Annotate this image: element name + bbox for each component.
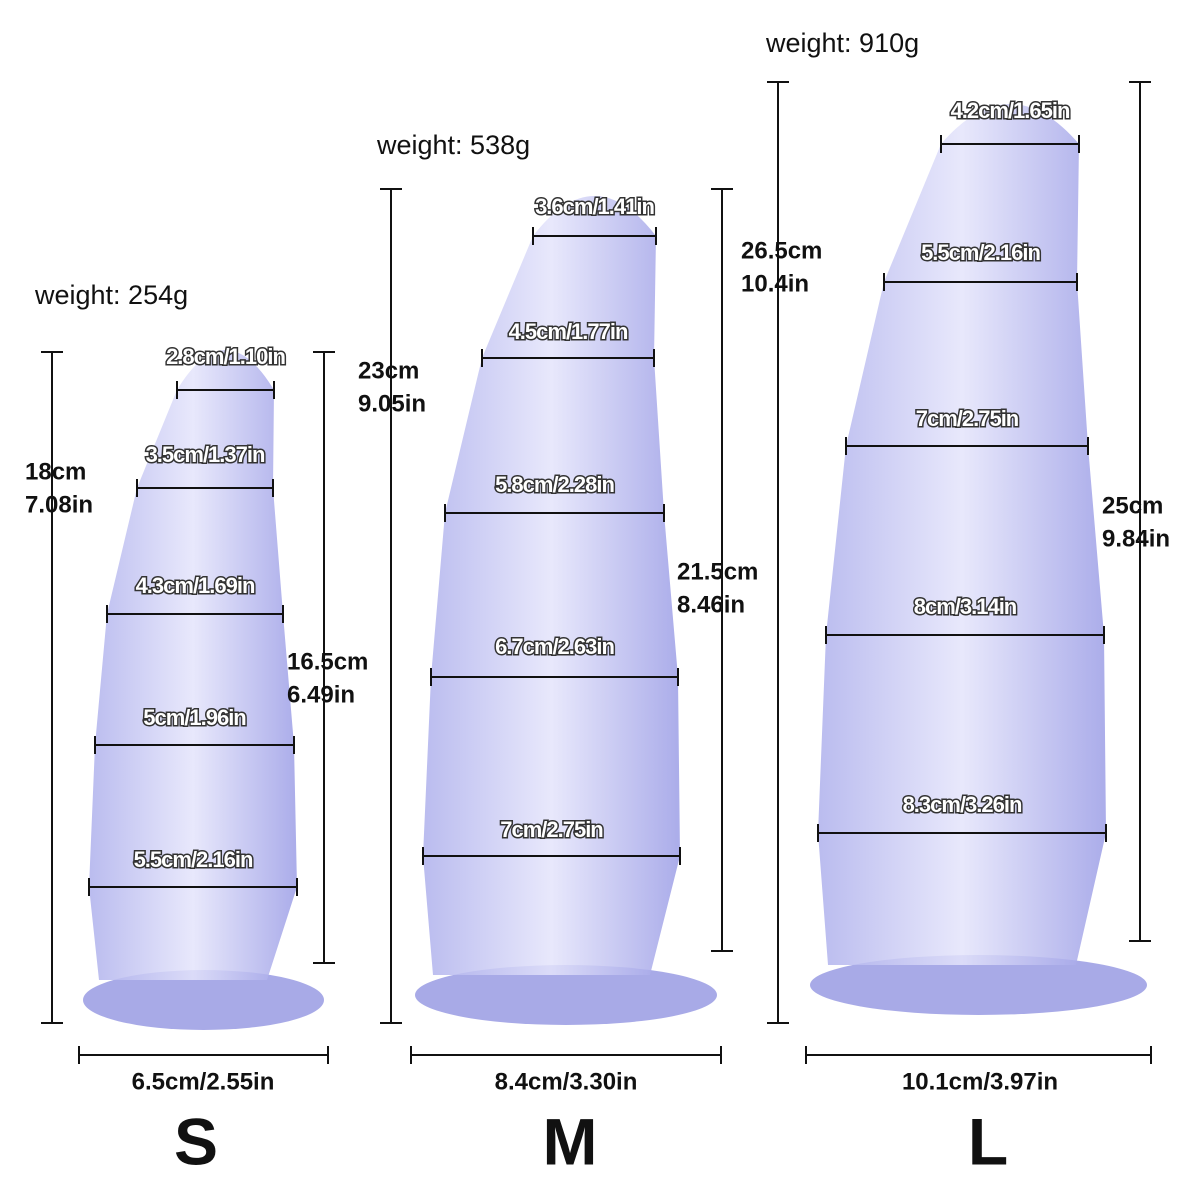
width-label: 4.3cm/1.69in: [136, 573, 255, 598]
width-label: 8.3cm/3.26in: [903, 792, 1022, 817]
total-length-cm: 18cm: [25, 458, 86, 485]
weight: weight: 910g: [765, 28, 919, 58]
size-letter: L: [968, 1104, 1008, 1178]
product-body: [89, 350, 297, 980]
base-width: 10.1cm/3.97in: [902, 1068, 1058, 1095]
total-length-cm: 26.5cm: [741, 237, 822, 264]
insertable-length-cm: 21.5cm: [677, 558, 758, 585]
total-length-cm: 23cm: [358, 357, 419, 384]
product-body: [818, 104, 1106, 965]
size-letter: S: [174, 1104, 218, 1178]
width-label: 5.5cm/2.16in: [921, 240, 1040, 265]
width-label: 3.6cm/1.41in: [535, 194, 654, 219]
base-width: 6.5cm/2.55in: [132, 1068, 275, 1095]
width-label: 5.5cm/2.16in: [134, 847, 253, 872]
width-label: 8cm/3.14in: [914, 594, 1017, 619]
width-label: 5.8cm/2.28in: [495, 472, 614, 497]
size-letter: M: [543, 1104, 598, 1178]
base-width: 8.4cm/3.30in: [495, 1068, 638, 1095]
total-length-in: 10.4in: [741, 270, 809, 297]
width-label: 6.7cm/2.63in: [495, 634, 614, 659]
insertable-length-in: 6.49in: [287, 681, 355, 708]
insertable-length-cm: 25cm: [1102, 492, 1163, 519]
total-length-in: 7.08in: [25, 491, 93, 518]
insertable-length-cm: 16.5cm: [287, 648, 368, 675]
product-base: [83, 970, 324, 1030]
width-label: 3.5cm/1.37in: [146, 442, 265, 467]
width-label: 7cm/2.75in: [500, 817, 603, 842]
insertable-length-in: 9.84in: [1102, 525, 1170, 552]
total-length-in: 9.05in: [358, 390, 426, 417]
weight: weight: 538g: [376, 130, 530, 160]
width-label: 4.5cm/1.77in: [509, 319, 628, 344]
product-base: [415, 965, 717, 1025]
insertable-length-in: 8.46in: [677, 591, 745, 618]
width-label: 4.2cm/1.65in: [951, 98, 1070, 123]
width-label: 5cm/1.96in: [143, 705, 246, 730]
product-body: [423, 196, 680, 975]
width-label: 7cm/2.75in: [916, 406, 1019, 431]
width-label: 2.8cm/1.10in: [166, 344, 285, 369]
weight: weight: 254g: [34, 280, 188, 310]
product-base: [810, 955, 1147, 1015]
